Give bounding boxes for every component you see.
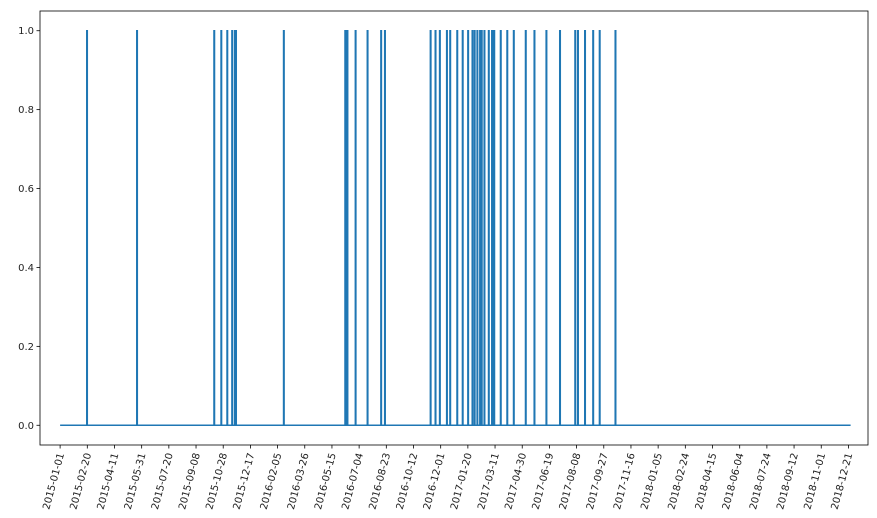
- series-line: [60, 29, 851, 427]
- x-tick-label: 2015-07-20: [150, 452, 176, 511]
- x-tick-label: 2017-03-11: [476, 452, 502, 511]
- x-tick-label: 2017-06-19: [531, 452, 557, 511]
- x-tick-label: 2016-03-26: [286, 452, 312, 511]
- x-axis: 2015-01-01 2015-02-20 2015-04-11 2015-05-31…: [41, 445, 855, 511]
- plot-area: [39, 10, 869, 446]
- x-tick-label: 2016-07-04: [340, 452, 366, 511]
- x-tick-label: 2017-11-16: [612, 452, 638, 511]
- x-tick-label: 2018-02-24: [667, 452, 693, 511]
- x-tick-label: 2015-12-17: [232, 452, 258, 511]
- y-tick-label: 0.2: [18, 342, 34, 353]
- x-tick-label: 2015-10-28: [204, 452, 230, 511]
- x-tick-label: 2018-07-24: [748, 452, 774, 511]
- y-tick-label: 0.0: [18, 421, 34, 432]
- y-tick-label: 0.4: [18, 263, 34, 274]
- x-tick-label: 2016-12-01: [422, 452, 448, 511]
- x-tick-label: 2016-02-05: [259, 452, 285, 511]
- x-tick-label: 2016-05-15: [313, 452, 339, 511]
- x-tick-label: 2015-01-01: [41, 452, 67, 511]
- x-tick-label: 2016-08-23: [368, 452, 394, 511]
- x-tick-label: 2018-01-05: [639, 452, 665, 511]
- x-tick-label: 2018-12-21: [830, 452, 856, 511]
- x-tick-label: 2018-09-12: [775, 452, 801, 511]
- x-tick-label: 2017-01-20: [449, 452, 475, 511]
- x-tick-label: 2015-04-11: [96, 452, 122, 511]
- y-tick-label: 0.8: [18, 105, 34, 116]
- x-tick-label: 2018-06-04: [721, 452, 747, 511]
- y-tick-label: 0.6: [18, 184, 34, 195]
- x-tick-label: 2015-09-08: [177, 452, 203, 511]
- x-tick-label: 2017-08-08: [558, 452, 584, 511]
- x-tick-label: 2015-02-20: [69, 452, 95, 511]
- y-axis: 0.0 0.2 0.4 0.6 0.8 1.0: [18, 26, 40, 432]
- x-tick-label: 2016-10-12: [395, 452, 421, 511]
- y-tick-label: 1.0: [18, 26, 34, 37]
- x-tick-label: 2017-09-27: [585, 452, 611, 511]
- x-tick-label: 2015-05-31: [123, 452, 149, 511]
- x-tick-label: 2018-04-15: [694, 452, 720, 511]
- x-tick-label: 2018-11-01: [802, 452, 828, 511]
- x-tick-label: 2017-04-30: [503, 452, 529, 511]
